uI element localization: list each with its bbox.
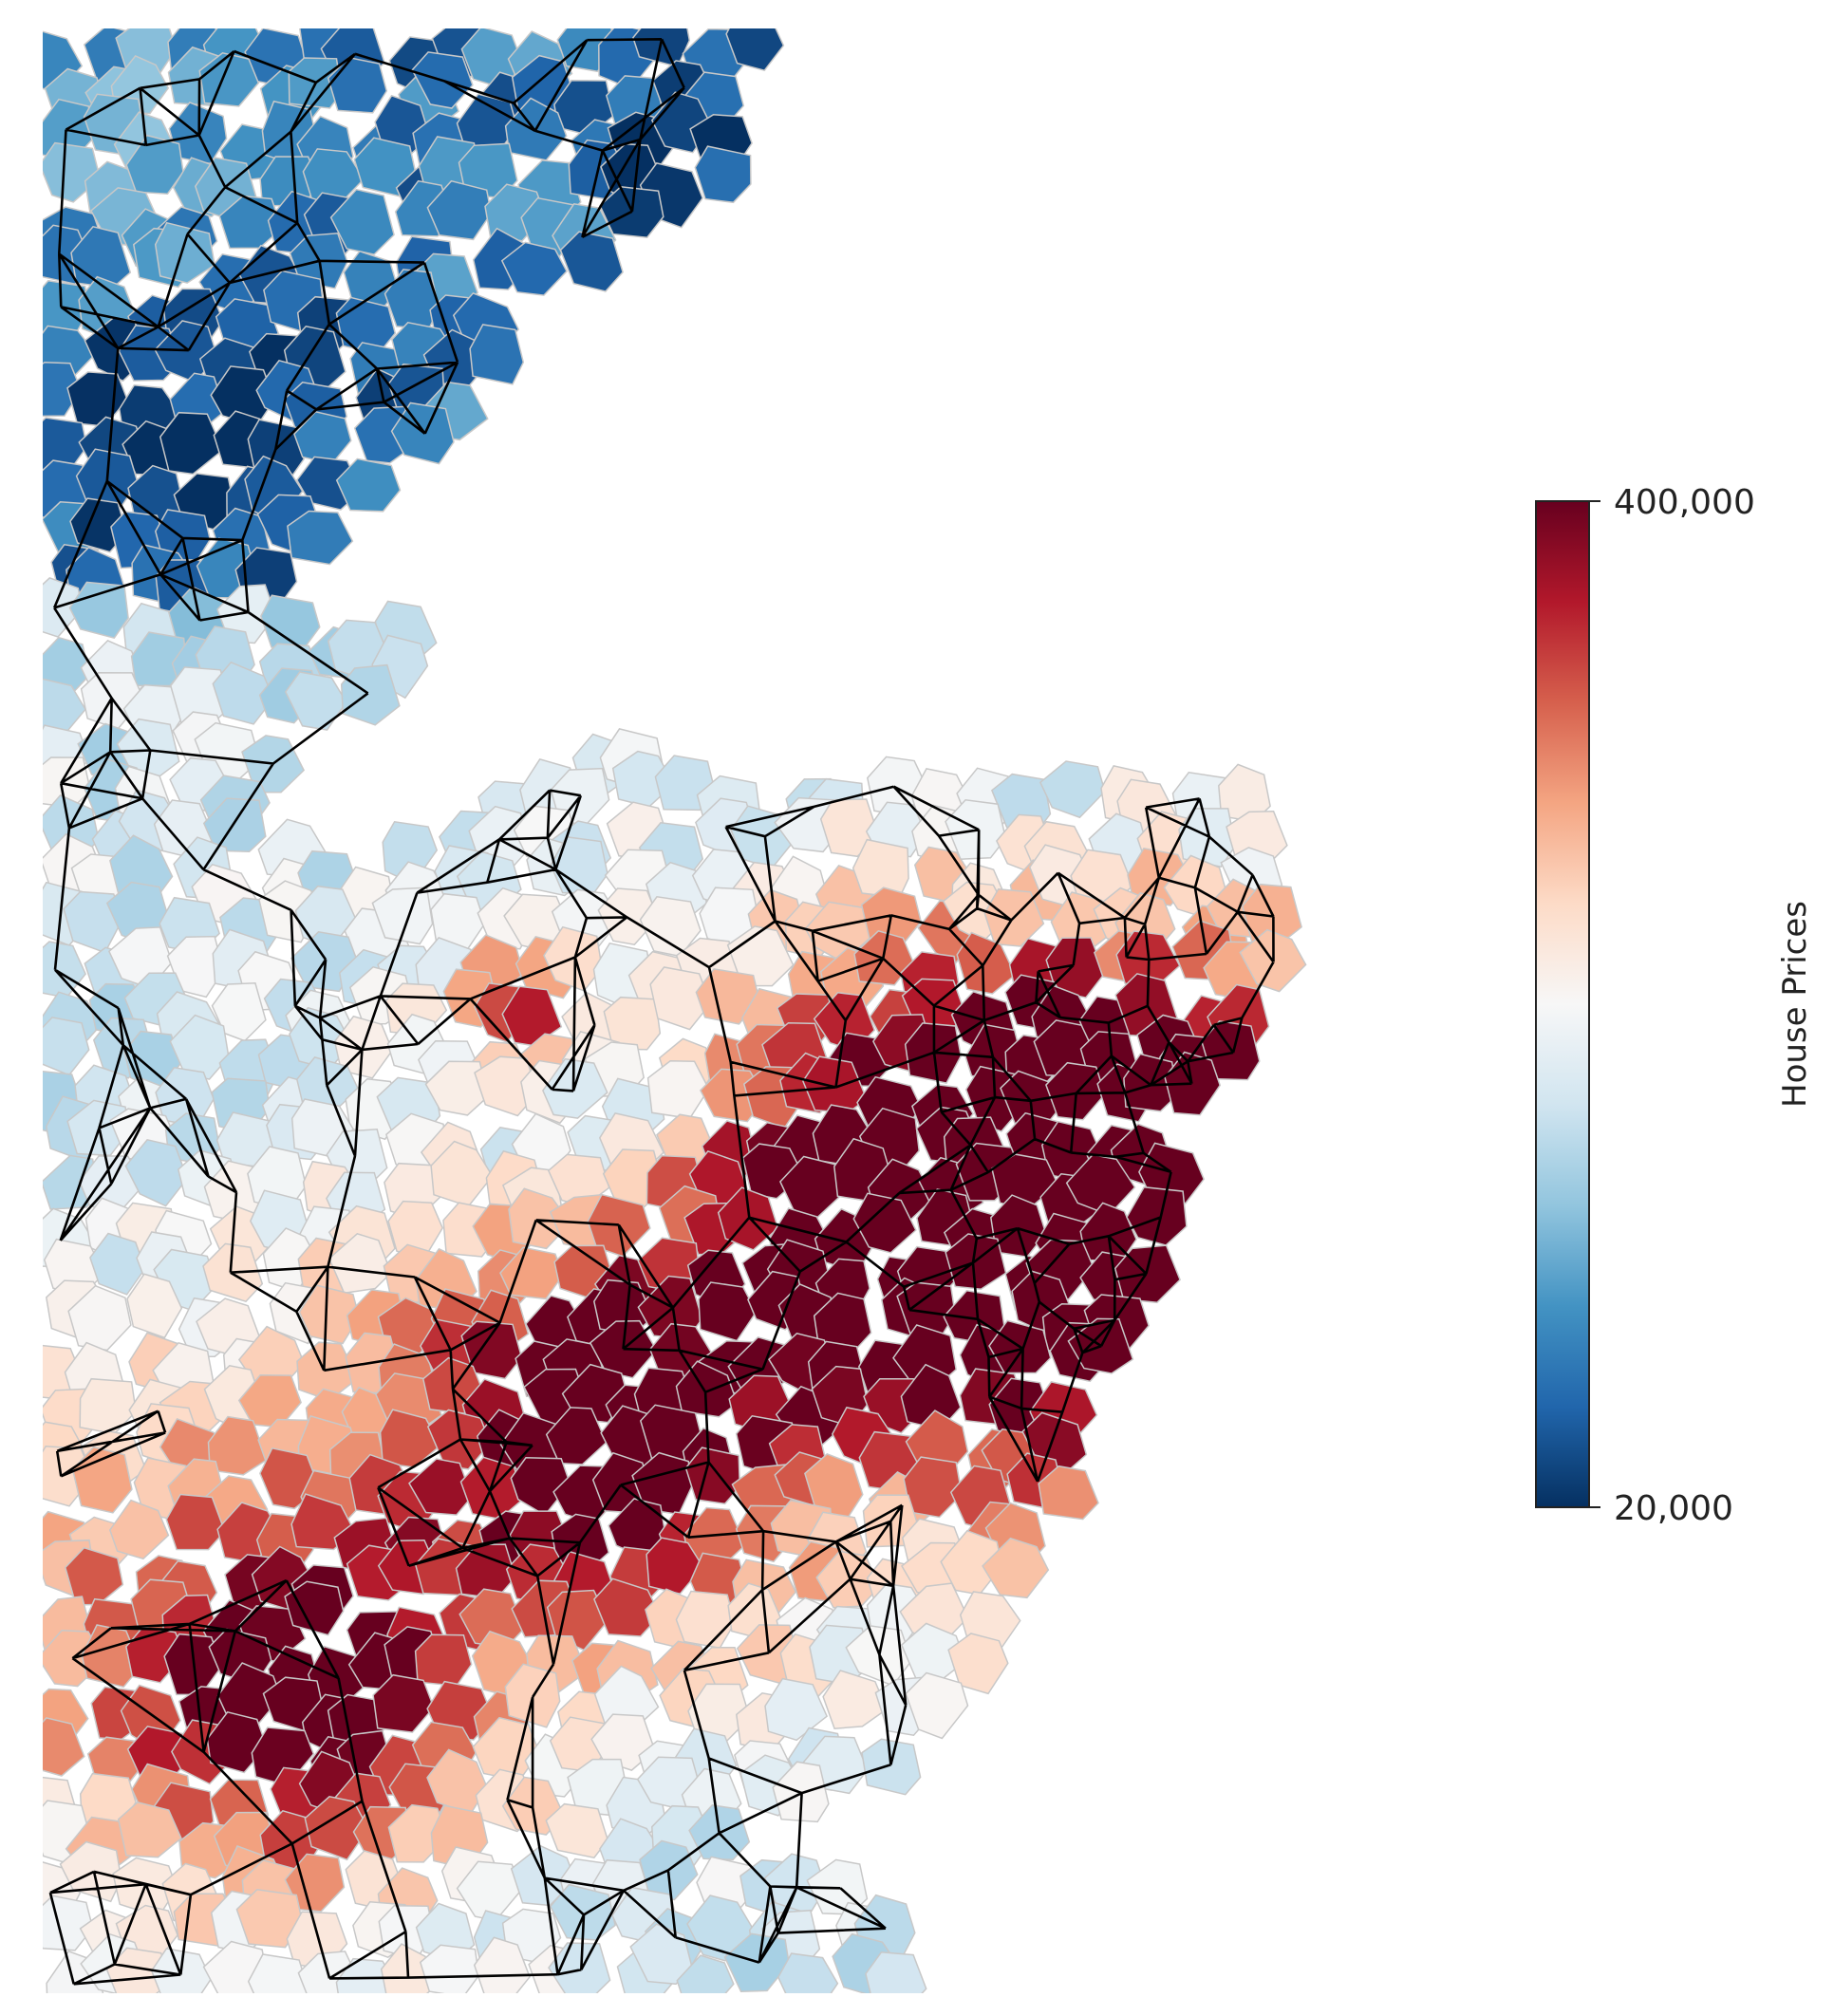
colorbar: 400,000 20,000 House Prices bbox=[1535, 483, 1814, 1528]
region-polygon bbox=[947, 1633, 1009, 1695]
region-polygon bbox=[865, 1951, 927, 1993]
colorbar-gradient bbox=[1535, 500, 1590, 1508]
region-polygon bbox=[169, 1014, 230, 1080]
colorbar-title: House Prices bbox=[1776, 901, 1814, 1108]
region-polygon bbox=[327, 56, 388, 114]
region-polygon bbox=[126, 1273, 183, 1339]
region-polygon bbox=[304, 1795, 369, 1861]
region-polygon bbox=[499, 1246, 565, 1300]
region-polygon bbox=[284, 671, 347, 731]
region-polygon bbox=[424, 1060, 490, 1116]
region-polygon bbox=[474, 1055, 538, 1117]
region-polygon bbox=[597, 887, 660, 946]
region-polygon bbox=[426, 179, 493, 241]
region-polygon bbox=[764, 1677, 829, 1742]
region-polygon bbox=[777, 1952, 839, 1993]
region-polygon bbox=[629, 1923, 693, 1986]
region-polygon bbox=[903, 1456, 963, 1519]
region-polygon bbox=[548, 1942, 611, 1993]
region-polygon bbox=[380, 1943, 440, 1993]
region-polygon bbox=[500, 241, 568, 296]
region-polygon bbox=[79, 1377, 137, 1435]
region-polygon bbox=[43, 1017, 90, 1076]
region-polygon bbox=[372, 1673, 435, 1733]
region-polygon bbox=[1045, 937, 1106, 999]
region-polygon bbox=[166, 935, 225, 999]
region-polygon bbox=[408, 1458, 473, 1516]
region-polygon bbox=[822, 1670, 889, 1729]
region-polygon bbox=[340, 663, 401, 726]
region-polygon bbox=[329, 188, 395, 255]
region-polygon bbox=[545, 1802, 609, 1859]
region-polygon bbox=[125, 134, 184, 195]
region-polygon bbox=[861, 1738, 922, 1796]
region-polygon bbox=[117, 1801, 182, 1858]
region-polygon bbox=[154, 221, 215, 284]
region-polygon bbox=[852, 1192, 917, 1254]
colorbar-min-label: 20,000 bbox=[1614, 1489, 1733, 1528]
region-polygon bbox=[202, 797, 267, 852]
network-edge-paths bbox=[48, 38, 1275, 1986]
region-polygon bbox=[43, 1717, 85, 1777]
region-polygon bbox=[298, 1284, 361, 1345]
region-polygon bbox=[159, 411, 224, 476]
region-polygon bbox=[216, 584, 277, 644]
region-polygon bbox=[982, 1537, 1050, 1599]
region-polygon bbox=[66, 371, 128, 427]
region-polygon bbox=[414, 1633, 473, 1687]
region-polygon bbox=[212, 661, 274, 725]
network-edges bbox=[48, 38, 1275, 1986]
region-polygon bbox=[726, 925, 795, 987]
region-polygon bbox=[646, 1537, 704, 1596]
region-polygon bbox=[1039, 760, 1106, 819]
region-polygon bbox=[469, 324, 525, 385]
region-polygon bbox=[694, 145, 752, 204]
region-polygon bbox=[419, 1944, 480, 1993]
region-polygon bbox=[725, 28, 785, 72]
region-polygon bbox=[260, 594, 321, 654]
region-polygon bbox=[819, 798, 880, 858]
region-polygon bbox=[649, 966, 712, 1031]
region-polygon bbox=[235, 1889, 304, 1949]
region-polygon bbox=[675, 1360, 739, 1418]
region-polygon bbox=[698, 1281, 758, 1342]
region-polygon bbox=[287, 510, 354, 566]
region-polygon bbox=[559, 231, 624, 292]
colorbar-max-label: 400,000 bbox=[1614, 483, 1755, 522]
region-polygon bbox=[207, 1415, 268, 1476]
region-polygon bbox=[124, 1138, 189, 1207]
region-polygon bbox=[130, 631, 188, 687]
region-polygon bbox=[89, 1232, 146, 1296]
region-polygon bbox=[1178, 808, 1236, 868]
region-polygon bbox=[686, 1895, 756, 1962]
region-polygons bbox=[43, 28, 1307, 1993]
region-polygon bbox=[956, 931, 1017, 995]
region-polygon bbox=[67, 1284, 132, 1352]
region-polygon bbox=[247, 1953, 310, 1993]
region-polygon bbox=[473, 1936, 531, 1993]
region-polygon bbox=[1038, 1465, 1099, 1521]
region-polygon bbox=[284, 1580, 345, 1636]
region-polygon bbox=[676, 1954, 735, 1993]
region-polygon bbox=[545, 1407, 608, 1465]
region-polygon bbox=[43, 577, 84, 638]
region-polygon bbox=[335, 457, 402, 513]
region-polygon bbox=[593, 1577, 662, 1637]
region-polygon bbox=[108, 1499, 170, 1560]
region-polygon bbox=[165, 1493, 226, 1551]
